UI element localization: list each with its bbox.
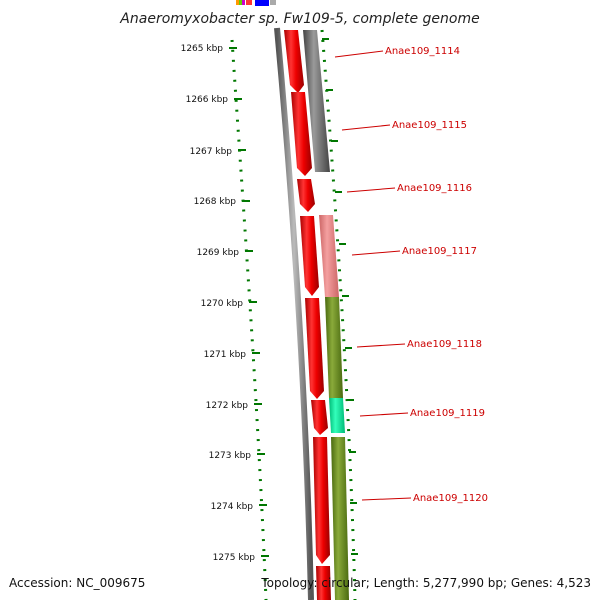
gene-label: Anae109_1114 (385, 46, 460, 57)
gene-labels: Anae109_1114 Anae109_1115 Anae109_1116 A… (334, 46, 488, 504)
gene-arrows (284, 30, 331, 600)
tick-label: 1274 kbp (211, 502, 254, 512)
tick-label: 1265 kbp (181, 44, 224, 54)
gene-arrow (305, 298, 324, 399)
tick-label: 1272 kbp (206, 401, 249, 411)
tick-label: 1269 kbp (197, 248, 240, 258)
gene-arrow (313, 437, 330, 564)
tick-label: 1270 kbp (201, 299, 244, 309)
ruler-ticks: 1265 kbp 1266 kbp 1267 kbp 1268 kbp 1269… (181, 44, 269, 563)
genome-backbone (274, 27, 314, 600)
cog-track (303, 30, 349, 600)
gene-arrow (291, 92, 312, 176)
ruler-inner-line (230, 39, 268, 600)
gene-arrow (316, 566, 331, 600)
gene-arrow (300, 216, 319, 296)
outer-ruler-ticks (322, 38, 358, 555)
tick-label: 1267 kbp (190, 147, 233, 157)
accession-text: Accession: NC_009675 (9, 576, 145, 590)
gene-arrow (284, 30, 304, 93)
gene-arrow (297, 179, 315, 212)
gene-label: Anae109_1117 (402, 246, 477, 257)
gene-label: Anae109_1118 (407, 339, 482, 350)
gene-label: Anae109_1119 (410, 408, 485, 419)
tick-label: 1271 kbp (204, 350, 247, 360)
tick-label: 1266 kbp (186, 95, 229, 105)
gene-label: Anae109_1116 (397, 183, 472, 194)
top-feature-slivers (236, 0, 276, 6)
tick-label: 1273 kbp (209, 451, 252, 461)
genome-summary-text: Topology: circular; Length: 5,277,990 bp… (260, 576, 591, 590)
tick-label: 1268 kbp (194, 197, 237, 207)
gene-arrow (311, 400, 328, 435)
gene-label: Anae109_1115 (392, 120, 467, 131)
tick-label: 1275 kbp (213, 553, 256, 563)
map-title: Anaeromyxobacter sp. Fw109-5, complete g… (119, 11, 479, 27)
gene-label: Anae109_1120 (413, 493, 488, 504)
